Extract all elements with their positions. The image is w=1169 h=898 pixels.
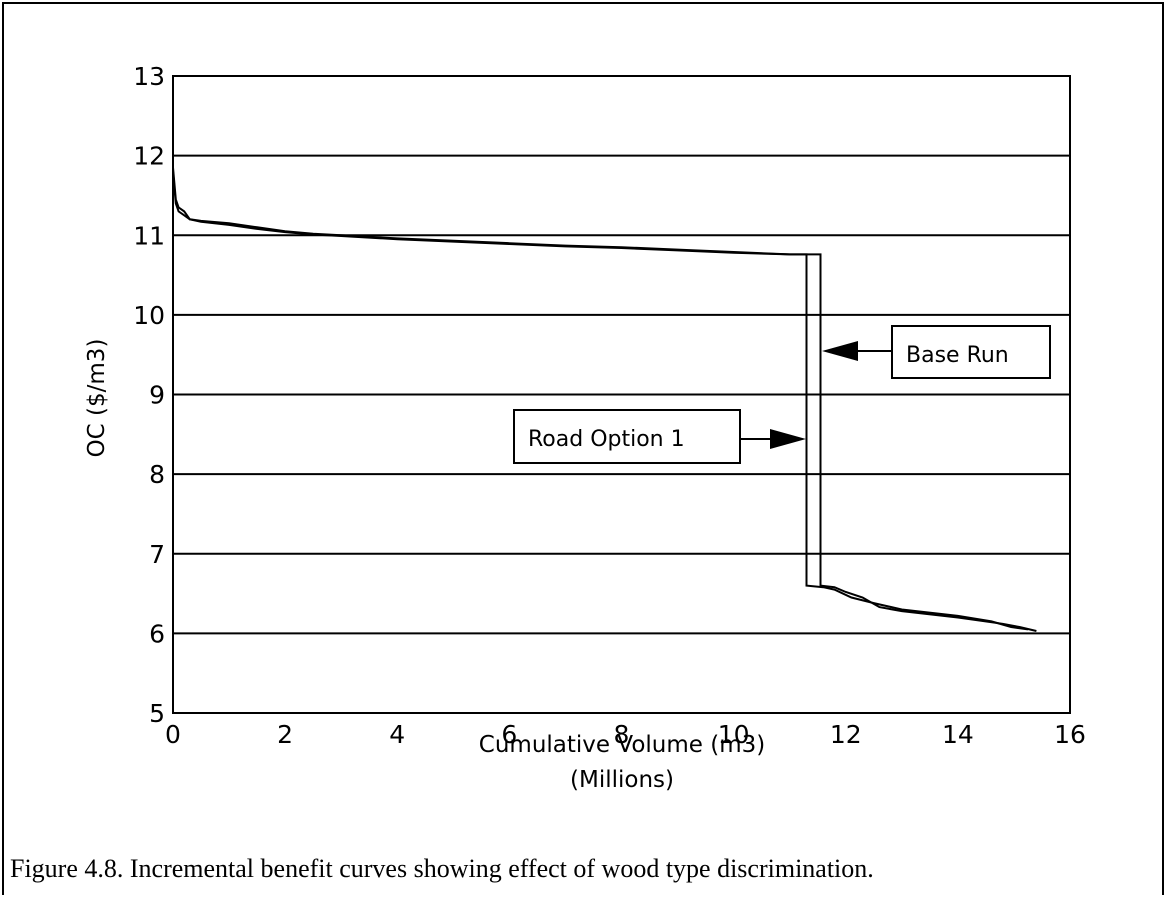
- series-lines: [172, 167, 1037, 632]
- x-tick-label: 6: [501, 720, 517, 749]
- annotation-box: [513, 409, 741, 464]
- y-tick-label: 11: [133, 221, 165, 250]
- annotation-arrowhead: [770, 429, 806, 449]
- x-tick-label: 12: [830, 720, 862, 749]
- x-tick-label: 8: [614, 720, 630, 749]
- y-tick-label: 8: [149, 460, 165, 489]
- x-tick-labels: 0 2 4 6 8 10 12 14 16: [165, 720, 1086, 749]
- annotation-road-option-1: Road Option 1: [513, 409, 806, 464]
- y-tick-label: 13: [133, 62, 165, 91]
- plot-area-border: [172, 75, 1071, 714]
- figure-caption: Figure 4.8. Incremental benefit curves s…: [10, 854, 874, 883]
- annotation-label: Base Run: [906, 343, 1009, 368]
- y-tick-label: 5: [149, 699, 165, 728]
- y-tick-label: 12: [133, 142, 165, 171]
- annotation-arrowhead: [822, 341, 858, 361]
- y-tick-label: 9: [149, 381, 165, 410]
- x-tick-label: 4: [389, 720, 405, 749]
- y-tick-label: 10: [133, 301, 165, 330]
- series-line-road-option-1: [172, 171, 1029, 631]
- grid-lines: [173, 75, 1070, 714]
- x-tick-label: 10: [718, 720, 750, 749]
- y-tick-labels: 5 6 7 8 9 10 11 12 13: [133, 62, 165, 728]
- series-line-base-run: [172, 167, 1037, 632]
- x-axis-sublabel: (Millions): [570, 767, 674, 793]
- y-tick-label: 6: [149, 619, 165, 648]
- x-tick-label: 14: [942, 720, 974, 749]
- x-tick-label: 2: [277, 720, 293, 749]
- x-axis-label: Cumulative Volume (m3): [479, 732, 765, 758]
- x-tick-label: 16: [1054, 720, 1086, 749]
- y-axis-label: OC ($/m3): [84, 339, 110, 458]
- annotation-label: Road Option 1: [528, 427, 685, 452]
- annotation-base-run: Base Run: [822, 325, 1051, 379]
- x-tick-label: 0: [165, 720, 181, 749]
- y-tick-label: 7: [149, 540, 165, 569]
- chart: 0 2 4 6 8 10 12 14 16 5 6 7 8 9 10 11 12 13 Cumulative V…: [84, 62, 1086, 793]
